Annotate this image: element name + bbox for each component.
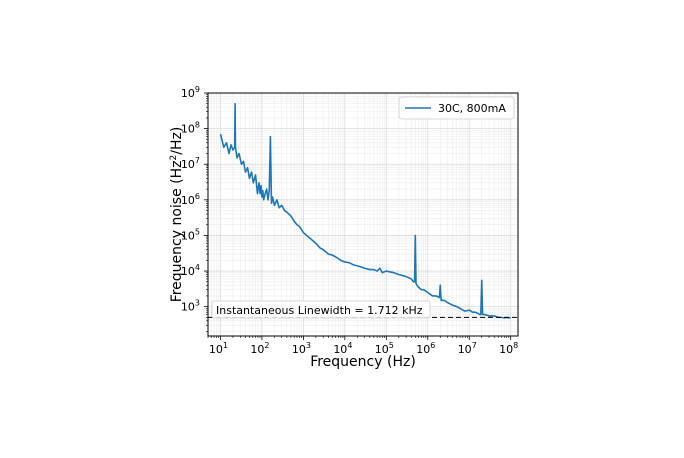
series-line-30c-800ma [219, 102, 511, 319]
grid-layer [207, 92, 518, 336]
legend: 30C, 800mA [398, 96, 515, 120]
legend-label: 30C, 800mA [438, 102, 506, 115]
x-axis-label: Frequency (Hz) [310, 354, 416, 370]
y-axis-label: Frequency noise (Hz2/Hz) [169, 127, 185, 303]
annotation-layer: Instantaneous Linewidth = 1.712 kHz [211, 300, 431, 319]
linewidth-annotation: Instantaneous Linewidth = 1.712 kHz [216, 304, 423, 317]
annotation-box [211, 300, 431, 319]
tick-layer [204, 92, 512, 340]
axes-frame [207, 92, 519, 337]
legend-box [398, 96, 515, 120]
